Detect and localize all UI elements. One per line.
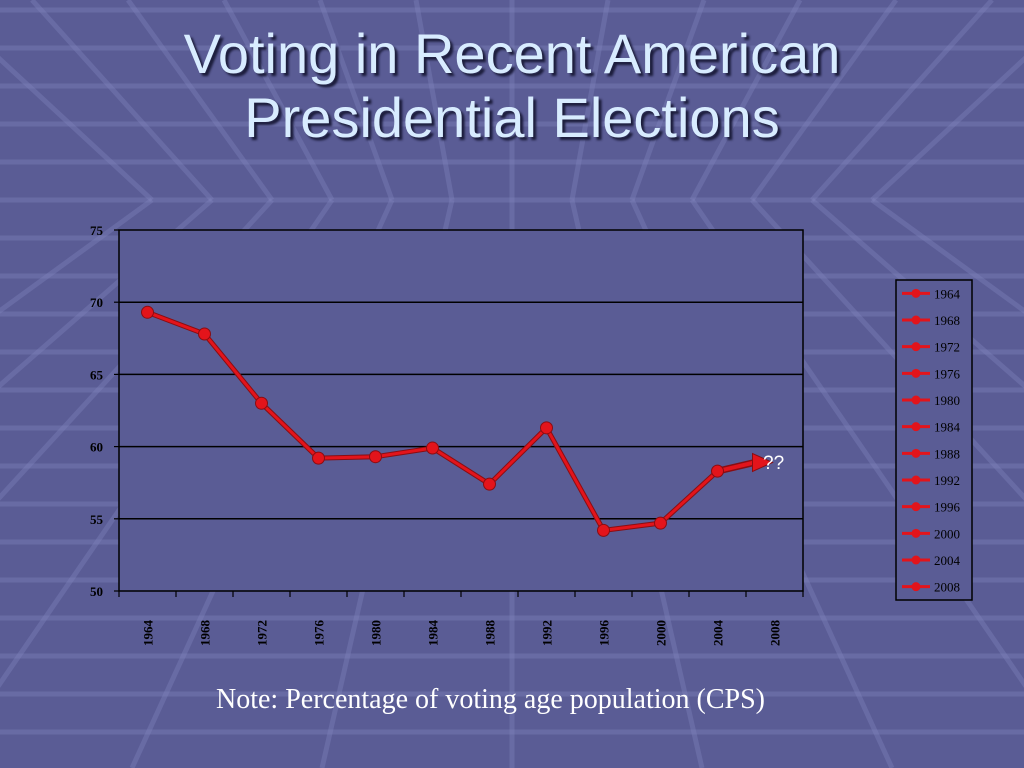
grid-line [750,198,1024,501]
x-tick-label: 2008 [768,620,783,647]
y-tick-label: 55 [90,512,104,527]
x-tick-label: 2000 [654,620,669,646]
legend-swatch-marker [911,555,921,565]
x-tick-label: 2004 [711,620,726,647]
grid-line [810,0,994,202]
legend-label: 1988 [934,446,960,461]
legend-label: 1984 [934,420,961,435]
slide-title: Voting in Recent American Presidential E… [0,22,1024,150]
legend-swatch-marker [911,582,921,592]
grid-line [317,0,395,201]
grid-line [0,198,214,389]
grid-line [413,0,455,201]
x-tick-label: 1980 [369,620,384,646]
legend-swatch-marker [911,315,921,325]
data-point-2000 [654,516,667,530]
legend-label: 1996 [934,500,961,515]
grid-line [569,0,611,201]
data-point-1968 [198,327,211,341]
legend-swatch-marker [911,368,921,378]
legend-swatch-marker [911,448,921,458]
legend-swatch-marker [911,288,921,298]
legend-swatch-marker [911,475,921,485]
legend-swatch-marker [911,395,921,405]
data-point-1976 [312,451,325,465]
grid-line [30,0,214,202]
y-tick-label: 60 [90,440,103,455]
y-tick-label: 65 [90,367,104,382]
legend-label: 1992 [934,473,960,488]
legend-label: 1980 [934,393,960,408]
data-point-1988 [483,477,496,491]
grid-line [870,197,1024,314]
legend-label: 2000 [934,526,960,541]
grid-line [0,55,154,202]
legend-label: 1968 [934,313,960,328]
legend-swatch-marker [911,528,921,538]
legend-label: 1964 [934,286,961,301]
data-point-1964 [141,305,154,319]
x-tick-label: 1976 [312,620,327,647]
legend-swatch-marker [911,342,921,352]
x-tick-label: 1996 [597,620,612,647]
projection-arrowhead [752,452,774,473]
legend-label: 1972 [934,340,960,355]
x-tick-label: 1984 [426,620,441,647]
grid-line [629,0,707,201]
x-tick-label: 1988 [483,620,498,647]
legend-box [895,279,973,601]
y-tick-label: 75 [90,223,104,238]
x-tick-label: 1964 [141,620,156,647]
x-tick-label: 1968 [198,620,213,647]
grid-line [0,197,154,314]
y-tick-label: 70 [90,295,103,310]
legend-label: 1976 [934,366,961,381]
y-tick-label: 50 [90,584,103,599]
grid-line [689,0,803,202]
data-point-1996 [597,523,610,537]
data-point-1992 [540,421,553,435]
title-line-1: Voting in Recent American [183,22,841,85]
data-point-2004 [711,464,724,478]
projection-label: ?? [763,453,785,474]
legend-label: 2004 [934,553,961,568]
grid-line [125,0,275,202]
legend-label: 2008 [934,580,960,595]
grid-line [221,0,335,202]
data-point-1984 [426,441,439,455]
x-tick-label: 1972 [255,620,270,646]
data-point-1972 [255,396,268,410]
legend-swatch-marker [911,422,921,432]
chart-note: Note: Percentage of voting age populatio… [216,684,765,715]
x-tick-label: 1992 [540,620,555,646]
legend-swatch-marker [911,502,921,512]
data-point-1980 [369,450,382,464]
grid-line [749,0,899,202]
grid-line [870,55,1024,202]
plot-area [118,229,804,592]
title-line-2: Presidential Elections [244,86,780,149]
